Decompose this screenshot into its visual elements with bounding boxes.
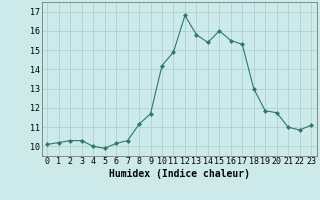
X-axis label: Humidex (Indice chaleur): Humidex (Indice chaleur) — [109, 169, 250, 179]
